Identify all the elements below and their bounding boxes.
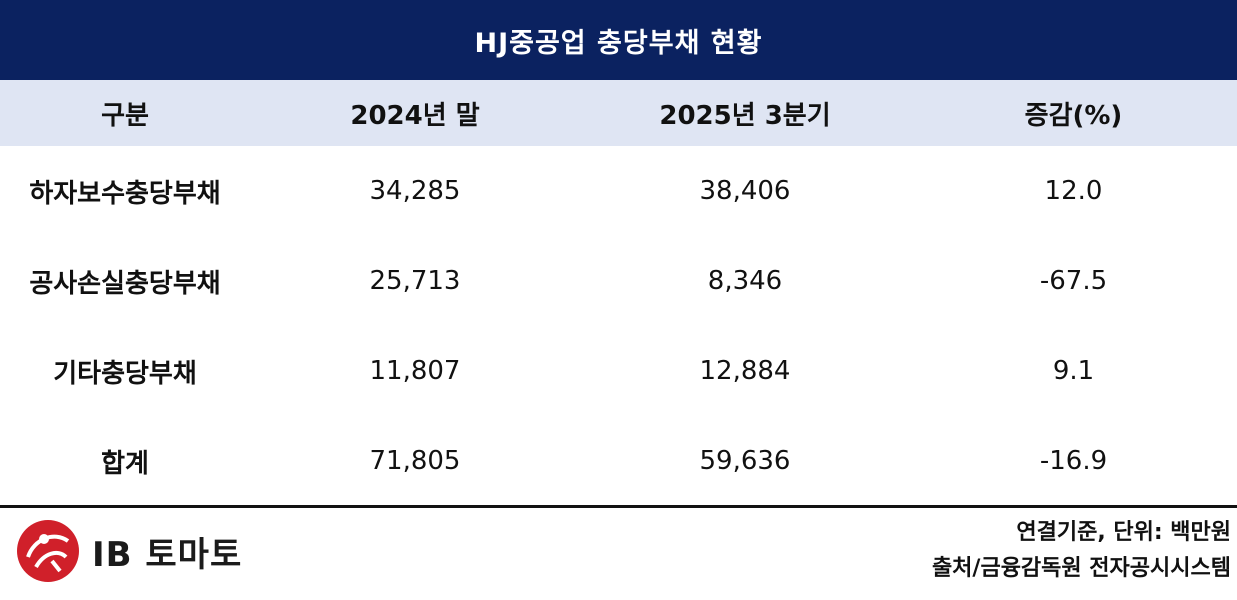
value-2025-q3: 8,346 [707, 266, 783, 296]
ib-tomato-logo: IB 토마토 [14, 515, 242, 587]
tomato-logo-icon [17, 520, 79, 582]
header-2025-q3: 2025년 3분기 [659, 100, 831, 131]
value-change: -67.5 [1039, 266, 1108, 296]
unit-note: 연결기준, 단위: 백만원 [1016, 520, 1231, 545]
table-header-row: 구분 2024년 말 2025년 3분기 증감(%) [0, 80, 1237, 146]
value-2025-q3: 59,636 [699, 446, 791, 476]
value-2024: 34,285 [369, 176, 461, 206]
value-2024: 71,805 [369, 446, 461, 476]
value-2025-q3: 12,884 [699, 356, 791, 386]
value-change: 12.0 [1044, 176, 1103, 206]
row-label: 합계 [101, 448, 149, 479]
value-2024: 25,713 [369, 266, 461, 296]
table-bottom-rule [0, 505, 1237, 508]
source-note: 출처/금융감독원 전자공시시스템 [931, 556, 1231, 581]
row-label: 공사손실충당부채 [29, 268, 221, 299]
header-change: 증감(%) [1024, 100, 1123, 131]
footer-notes: 연결기준, 단위: 백만원 출처/금융감독원 전자공시시스템 [932, 515, 1231, 587]
table-row: 하자보수충당부채 34,285 38,406 12.0 [0, 146, 1237, 236]
header-category: 구분 [101, 100, 149, 131]
header-2024-end: 2024년 말 [350, 100, 480, 131]
value-change: -16.9 [1039, 446, 1108, 476]
table-row: 공사손실충당부채 25,713 8,346 -67.5 [0, 236, 1237, 326]
table-row: 기타충당부채 11,807 12,884 9.1 [0, 326, 1237, 416]
table-title: HJ중공업 충당부채 현황 [0, 0, 1237, 80]
value-2025-q3: 38,406 [699, 176, 791, 206]
value-2024: 11,807 [369, 356, 461, 386]
row-label: 하자보수충당부채 [29, 178, 221, 209]
logo-wordmark: IB 토마토 [92, 534, 243, 575]
row-label: 기타충당부채 [53, 358, 197, 389]
value-change: 9.1 [1052, 356, 1095, 386]
table-row-total: 합계 71,805 59,636 -16.9 [0, 416, 1237, 506]
table-body: 하자보수충당부채 34,285 38,406 12.0 공사손실충당부채 25,… [0, 146, 1237, 506]
